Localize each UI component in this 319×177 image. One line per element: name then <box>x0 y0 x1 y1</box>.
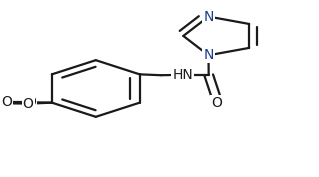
Text: N: N <box>203 48 214 62</box>
Text: N: N <box>203 10 214 24</box>
Text: O: O <box>25 95 36 109</box>
Text: O: O <box>211 96 222 110</box>
Text: O: O <box>23 96 33 111</box>
Text: HN: HN <box>172 68 193 82</box>
Text: O: O <box>1 95 12 109</box>
